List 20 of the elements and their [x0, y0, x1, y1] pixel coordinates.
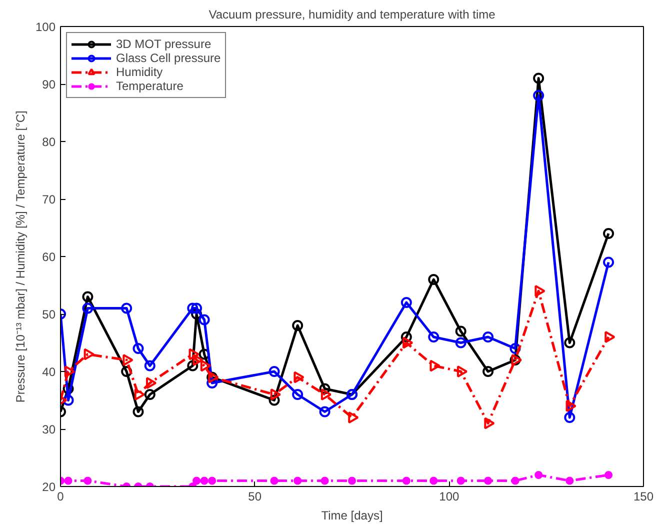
x-axis-title: Time [days] [321, 508, 383, 522]
legend-label: Glass Cell pressure [116, 51, 221, 65]
chart-title: Vacuum pressure, humidity and temperature with time [208, 8, 496, 22]
legend-label: Humidity [116, 65, 163, 79]
y-tick-label: 20 [42, 480, 56, 494]
y-tick-label: 30 [42, 422, 56, 436]
x-tick-label: 100 [439, 490, 460, 504]
y-axis-title: Pressure [10⁻¹³ mbar] / Humidity [%] / Temperature [°C] [13, 110, 28, 403]
y-tick-label: 70 [42, 192, 56, 206]
y-tick-label: 40 [42, 365, 56, 379]
legend-label: Temperature [116, 79, 184, 93]
y-tick-label: 50 [42, 308, 56, 322]
legend-label: 3D MOT pressure [116, 37, 212, 51]
y-tick-label: 100 [35, 20, 56, 34]
y-tick-label: 80 [42, 135, 56, 149]
x-tick-label: 0 [57, 490, 64, 504]
x-tick-label: 150 [633, 490, 654, 504]
y-tick-label: 60 [42, 250, 56, 264]
x-tick-label: 50 [248, 490, 262, 504]
y-tick-label: 90 [42, 78, 56, 92]
